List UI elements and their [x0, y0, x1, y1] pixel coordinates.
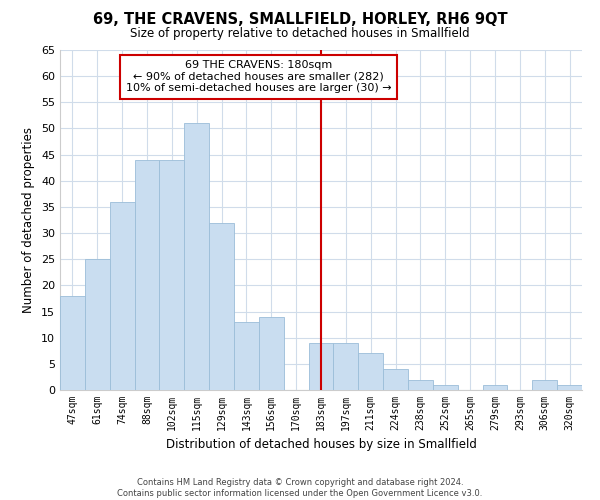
Bar: [358, 354, 383, 390]
Bar: [334, 343, 358, 390]
Bar: [259, 317, 284, 390]
Bar: [110, 202, 134, 390]
X-axis label: Distribution of detached houses by size in Smallfield: Distribution of detached houses by size …: [166, 438, 476, 452]
Text: 69, THE CRAVENS, SMALLFIELD, HORLEY, RH6 9QT: 69, THE CRAVENS, SMALLFIELD, HORLEY, RH6…: [92, 12, 508, 28]
Bar: [184, 123, 209, 390]
Y-axis label: Number of detached properties: Number of detached properties: [22, 127, 35, 313]
Bar: [234, 322, 259, 390]
Bar: [482, 385, 508, 390]
Bar: [308, 343, 334, 390]
Text: Contains HM Land Registry data © Crown copyright and database right 2024.
Contai: Contains HM Land Registry data © Crown c…: [118, 478, 482, 498]
Text: Size of property relative to detached houses in Smallfield: Size of property relative to detached ho…: [130, 28, 470, 40]
Bar: [408, 380, 433, 390]
Bar: [160, 160, 184, 390]
Bar: [134, 160, 160, 390]
Text: 69 THE CRAVENS: 180sqm
← 90% of detached houses are smaller (282)
10% of semi-de: 69 THE CRAVENS: 180sqm ← 90% of detached…: [125, 60, 391, 94]
Bar: [60, 296, 85, 390]
Bar: [433, 385, 458, 390]
Bar: [209, 222, 234, 390]
Bar: [557, 385, 582, 390]
Bar: [532, 380, 557, 390]
Bar: [383, 369, 408, 390]
Bar: [85, 259, 110, 390]
